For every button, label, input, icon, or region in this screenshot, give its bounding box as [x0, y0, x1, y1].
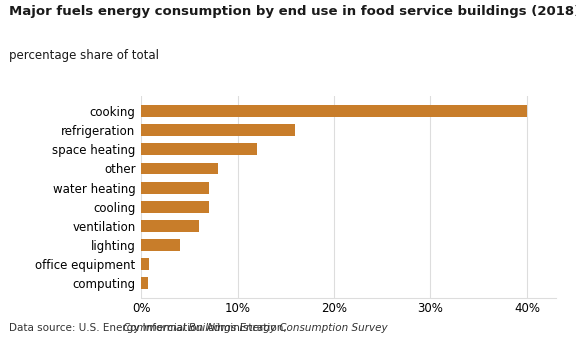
Bar — [141, 239, 180, 251]
Bar — [141, 144, 257, 155]
Text: percentage share of total: percentage share of total — [9, 49, 158, 62]
Text: Major fuels energy consumption by end use in food service buildings (2018): Major fuels energy consumption by end us… — [9, 5, 576, 18]
Bar — [141, 182, 209, 193]
Text: Data source: U.S. Energy Information Administration,: Data source: U.S. Energy Information Adm… — [9, 323, 290, 333]
Bar — [141, 162, 218, 175]
Bar — [141, 105, 527, 117]
Bar — [141, 124, 295, 136]
Bar — [141, 277, 148, 289]
Bar — [141, 258, 149, 270]
Text: Commercial Buildings Energy Consumption Survey: Commercial Buildings Energy Consumption … — [123, 323, 388, 333]
Bar — [141, 201, 209, 213]
Bar — [141, 220, 199, 232]
